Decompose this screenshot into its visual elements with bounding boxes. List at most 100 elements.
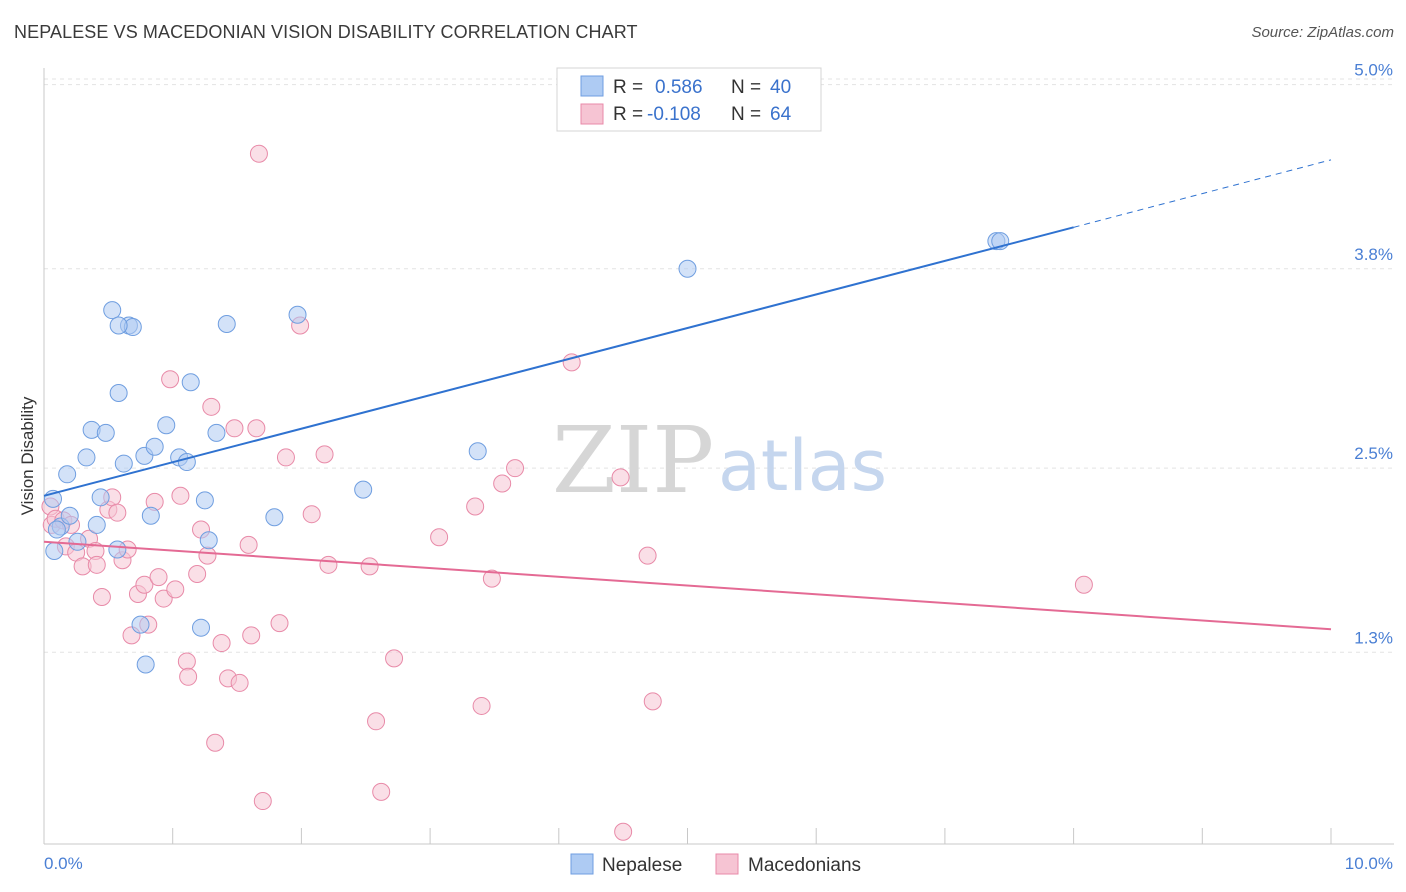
nepalese-trend-line [43,226,1074,497]
nepalese-point [103,301,122,320]
series-legend: Nepalese Macedonians [570,853,861,876]
nepalese-point [265,508,284,527]
series-swatch-nepalese [570,853,594,875]
nepalese-point [181,373,200,392]
legend-n-label-2: N = [731,104,761,125]
macedonians-point [230,673,249,692]
macedonians-point [643,692,662,711]
macedonians-point [212,634,231,653]
source-label: Source: ZipAtlas.com [1251,24,1394,41]
nepalese-point [114,454,133,473]
x-tick-label-max: 10.0% [1345,854,1393,873]
macedonians-point [225,419,244,438]
y-tick-label: 2.5% [1354,444,1393,463]
macedonians-point [247,419,266,438]
macedonians-point [385,649,404,668]
series-swatch-macedonians [715,853,739,875]
nepalese-point [207,423,226,442]
nepalese-point [87,515,106,534]
x-tick-label-min: 0.0% [44,854,83,873]
macedonians-point [493,474,512,493]
macedonians-point [161,370,180,389]
legend-n-value-2: 64 [770,104,792,125]
legend-n-label-1: N = [731,77,761,98]
nepalese-point [192,618,211,637]
series-label-macedonians: Macedonians [748,855,861,876]
nepalese-point [45,542,64,561]
macedonians-point [188,565,207,584]
legend-r-value-2: -0.108 [647,104,701,125]
macedonians-point [482,569,501,588]
nepalese-point [195,491,214,510]
watermark-atlas: atlas [718,425,887,507]
macedonians-point [367,712,386,731]
nepalese-point [136,655,155,674]
macedonians-point [360,557,379,576]
nepalese-point [199,531,218,550]
nepalese-point [47,520,66,539]
macedonians-point [319,555,338,574]
macedonians-point [198,546,217,565]
macedonians-point [611,468,630,487]
y-tick-labels: 1.3% 2.5% 3.8% 5.0% [1354,61,1393,648]
macedonians-points [41,144,1093,841]
nepalese-point [108,540,127,559]
macedonians-point [206,733,225,752]
macedonians-point [1074,575,1093,594]
macedonians-point [638,546,657,565]
macedonians-point [506,459,525,478]
x-axis-ticks [172,828,1332,844]
macedonians-point [372,782,391,801]
macedonians-point [149,568,168,587]
macedonians-point [242,626,261,645]
nepalese-point [131,615,150,634]
nepalese-point [77,448,96,467]
legend-r-label-2: R = [613,104,643,125]
y-tick-label: 1.3% [1354,628,1393,647]
nepalese-point [58,465,77,484]
legend-swatch-nepalese [580,75,604,97]
nepalese-point [141,506,160,525]
nepalese-point [288,305,307,324]
macedonians-point [249,144,268,163]
macedonians-point [135,575,154,594]
macedonians-point [302,505,321,524]
nepalese-point [60,506,79,525]
nepalese-point [468,442,487,461]
nepalese-trend-extension [1073,159,1332,228]
trend-lines [43,159,1332,631]
nepalese-point [354,480,373,499]
macedonians-point [177,652,196,671]
macedonians-point [202,397,221,416]
legend-r-value-1: 0.586 [655,77,703,98]
macedonians-point [87,555,106,574]
legend-n-value-1: 40 [770,77,791,98]
nepalese-point [96,423,115,442]
series-label-nepalese: Nepalese [602,855,682,876]
macedonians-point [466,497,485,516]
watermark-zip: ZIP [552,407,714,514]
macedonians-point [270,614,289,633]
chart-title: NEPALESE VS MACEDONIAN VISION DISABILITY… [14,22,638,42]
macedonians-point [253,792,272,811]
y-axis-label: Vision Disability [18,396,37,515]
nepalese-point [145,437,164,456]
nepalese-point [68,532,87,551]
macedonians-point [276,448,295,467]
y-tick-label: 3.8% [1354,245,1393,264]
nepalese-points [44,232,1010,674]
macedonians-point [430,528,449,547]
macedonians-point [92,588,111,607]
nepalese-point [217,314,236,333]
macedonians-point [179,667,198,686]
nepalese-point [109,384,128,403]
macedonians-point [239,535,258,554]
macedonians-trend-line [43,540,1332,631]
legend-r-label-1: R = [613,77,643,98]
nepalese-point [157,416,176,435]
y-tick-label: 5.0% [1354,61,1393,80]
nepalese-point [678,259,697,278]
nepalese-point [109,316,128,335]
grid-lines [44,78,1394,653]
